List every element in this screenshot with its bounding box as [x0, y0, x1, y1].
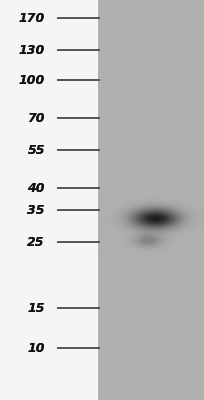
Text: 25: 25: [27, 236, 45, 248]
Text: 15: 15: [27, 302, 45, 314]
Text: 55: 55: [27, 144, 45, 156]
Text: 100: 100: [19, 74, 45, 86]
Text: 15: 15: [27, 302, 45, 314]
Text: 70: 70: [27, 112, 45, 124]
Text: 100: 100: [19, 74, 45, 86]
Text: 35: 35: [27, 204, 45, 216]
Text: 170: 170: [19, 12, 45, 24]
Text: 70: 70: [27, 112, 45, 124]
Text: 130: 130: [19, 44, 45, 56]
Text: 55: 55: [27, 144, 45, 156]
Text: 35: 35: [27, 204, 45, 216]
Text: 25: 25: [27, 236, 45, 248]
Text: 10: 10: [27, 342, 45, 354]
Bar: [0, 0, 99, 400]
Text: 130: 130: [19, 44, 45, 56]
Text: 40: 40: [27, 182, 45, 194]
Bar: [99, 0, 204, 400]
Text: 40: 40: [27, 182, 45, 194]
Text: 170: 170: [19, 12, 45, 24]
Text: 10: 10: [27, 342, 45, 354]
